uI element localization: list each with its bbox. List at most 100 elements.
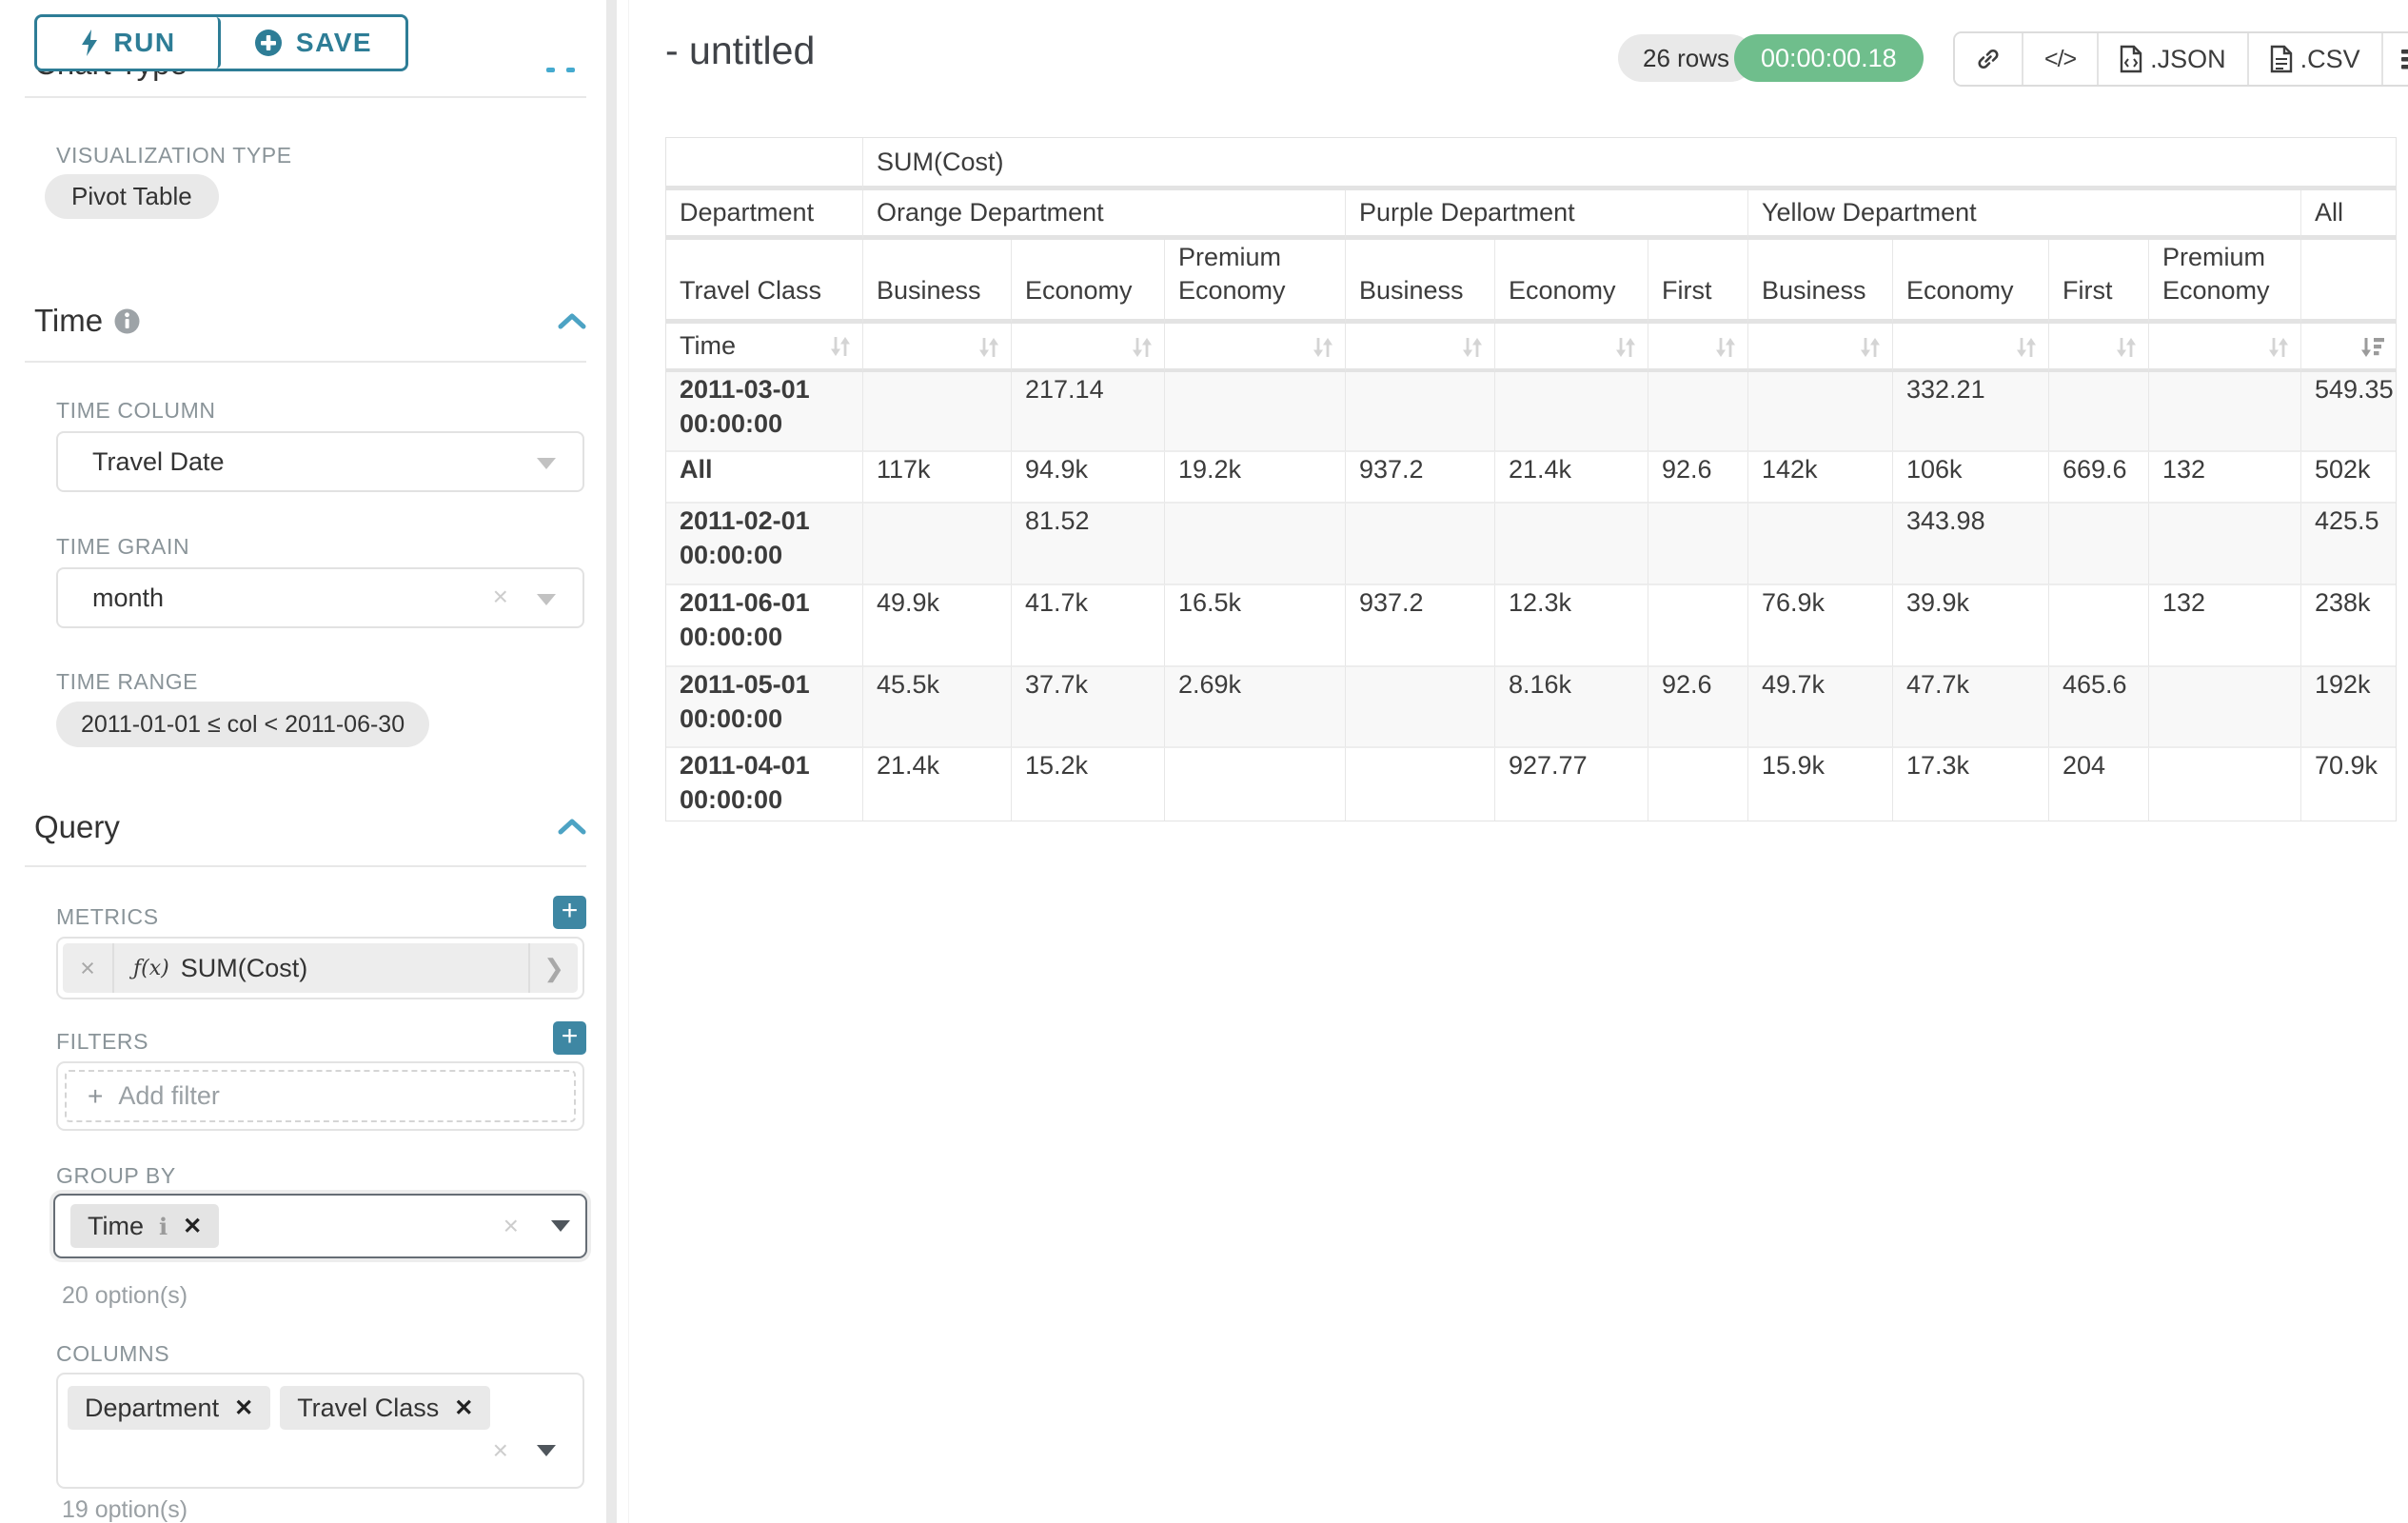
more-options-button[interactable] — [2380, 33, 2408, 85]
metric-chip-label: SUM(Cost) — [180, 953, 308, 982]
remove-chip-icon[interactable]: ✕ — [234, 1394, 254, 1421]
sort-toggle[interactable] — [1346, 324, 1495, 372]
pivot-cell: 502k — [2301, 452, 2397, 504]
collapse-chevron-icon[interactable] — [558, 817, 586, 836]
group-by-chip-time[interactable]: Time i ✕ — [70, 1204, 220, 1248]
export-json-button[interactable]: .JSON — [2097, 33, 2247, 85]
sidebar-scrollbar[interactable] — [606, 0, 617, 1523]
chevron-down-icon — [537, 458, 556, 469]
chart-title[interactable]: - untitled — [665, 29, 816, 72]
panel-drag-dot[interactable] — [566, 68, 575, 72]
run-button[interactable]: RUN — [37, 17, 221, 69]
group-by-select[interactable]: Time i ✕ × — [53, 1194, 587, 1258]
export-csv-button[interactable]: .CSV — [2246, 33, 2381, 85]
sort-toggle[interactable] — [2049, 324, 2149, 372]
clear-icon[interactable]: × — [503, 1211, 519, 1240]
pivot-travel-class-header: Economy — [1893, 240, 2049, 324]
sort-toggle[interactable] — [1495, 324, 1648, 372]
time-range-pill[interactable]: 2011-01-01 ≤ col < 2011-06-30 — [56, 702, 430, 747]
sort-icon — [1463, 337, 1482, 357]
pivot-row-label: 2011-05-01 00:00:00 — [666, 667, 863, 748]
add-filter-button[interactable]: + Add filter — [65, 1070, 576, 1122]
metric-chip[interactable]: × ƒ(x) SUM(Cost) ❯ — [63, 943, 578, 993]
view-query-button[interactable]: </> — [2022, 33, 2098, 85]
pivot-cell: 92.6 — [1648, 452, 1748, 504]
sort-icon — [2269, 337, 2288, 357]
remove-chip-icon[interactable]: ✕ — [454, 1394, 474, 1421]
pivot-cell — [1648, 748, 1748, 821]
pivot-cell — [1648, 372, 1748, 452]
columns-select[interactable]: Department ✕ Travel Class ✕ × — [56, 1373, 584, 1489]
collapse-chevron-icon[interactable] — [558, 311, 586, 330]
clear-icon[interactable]: × — [492, 582, 508, 611]
chart-actions-toolbar: </> .JSON .CSV — [1953, 31, 2408, 87]
control-panel: Chart Type RUN SAVE VISUALIZATION TYPE P… — [0, 0, 605, 1523]
sort-toggle[interactable] — [1165, 324, 1346, 372]
add-metric-button[interactable]: + — [553, 895, 586, 929]
pivot-row: 2011-03-01 00:00:00 217.14 332.21 549.35 — [666, 372, 2397, 452]
metrics-control: × ƒ(x) SUM(Cost) ❯ — [56, 937, 584, 999]
info-icon: i — [159, 1212, 168, 1240]
add-filter-plus-button[interactable]: + — [553, 1020, 586, 1055]
sort-icon — [1616, 337, 1635, 357]
pivot-column-group-header: Purple Department — [1346, 190, 1748, 240]
pivot-cell: 37.7k — [1012, 667, 1165, 748]
sort-toggle[interactable] — [2149, 324, 2301, 372]
pivot-cell — [1165, 748, 1346, 821]
chevron-down-icon — [537, 1445, 556, 1456]
json-file-icon — [2120, 45, 2142, 73]
panel-drag-dot[interactable] — [546, 68, 555, 72]
metrics-label: METRICS — [56, 904, 159, 929]
pivot-cell — [2049, 585, 2149, 667]
filters-control: + Add filter — [56, 1061, 584, 1131]
pivot-cell — [2049, 504, 2149, 585]
clear-icon[interactable]: × — [492, 1435, 508, 1465]
pivot-cell: 41.7k — [1012, 585, 1165, 667]
remove-metric-icon[interactable]: × — [63, 943, 114, 993]
visualization-type-pill[interactable]: Pivot Table — [45, 174, 219, 219]
columns-options-hint: 19 option(s) — [62, 1496, 188, 1523]
time-column-label: TIME COLUMN — [56, 398, 216, 423]
sort-toggle[interactable] — [1748, 324, 1893, 372]
pivot-cell — [863, 372, 1012, 452]
columns-chip-travel-class[interactable]: Travel Class ✕ — [280, 1386, 491, 1430]
pivot-travel-class-header: First — [1648, 240, 1748, 324]
sort-toggle[interactable] — [863, 324, 1012, 372]
time-column-select[interactable]: Travel Date — [56, 431, 584, 492]
code-icon: </> — [2044, 45, 2077, 72]
sort-toggle[interactable] — [1012, 324, 1165, 372]
visualization-type-label: VISUALIZATION TYPE — [56, 143, 292, 168]
sort-icon — [2017, 337, 2036, 357]
pivot-column-group-header: All — [2301, 190, 2397, 240]
sort-toggle[interactable] — [1648, 324, 1748, 372]
pivot-cell — [1495, 504, 1648, 585]
pivot-cell: 549.35 — [2301, 372, 2397, 452]
pivot-travel-class-header: Business — [1346, 240, 1495, 324]
sort-icon — [1313, 337, 1332, 357]
pivot-row-dim-time: Time — [666, 324, 863, 372]
sort-toggle[interactable] — [2301, 324, 2397, 372]
section-divider — [25, 865, 586, 867]
sort-icon — [1716, 337, 1735, 357]
csv-file-icon — [2270, 45, 2292, 73]
time-range-label: TIME RANGE — [56, 669, 199, 694]
sort-toggle[interactable] — [1893, 324, 2049, 372]
chevron-down-icon — [537, 594, 556, 605]
pivot-cell — [1346, 372, 1495, 452]
pivot-row-label: All — [666, 452, 863, 504]
time-grain-select[interactable]: month × — [56, 567, 584, 628]
pivot-cell — [1165, 372, 1346, 452]
pivot-row: 2011-05-01 00:00:00 45.5k 37.7k 2.69k 8.16k 9… — [666, 667, 2397, 748]
sort-icon — [2117, 337, 2136, 357]
pivot-row-label: 2011-03-01 00:00:00 — [666, 372, 863, 452]
columns-chip-department[interactable]: Department ✕ — [68, 1386, 271, 1430]
chevron-right-icon[interactable]: ❯ — [528, 943, 578, 993]
share-link-button[interactable] — [1955, 33, 2022, 85]
save-button[interactable]: SAVE — [221, 17, 405, 69]
remove-chip-icon[interactable]: ✕ — [183, 1213, 203, 1239]
pivot-row: 2011-02-01 00:00:00 81.52 343.98 425.5 — [666, 504, 2397, 585]
export-json-label: .JSON — [2150, 44, 2226, 73]
pivot-cell: 8.16k — [1495, 667, 1648, 748]
pivot-travel-class-header: First — [2049, 240, 2149, 324]
